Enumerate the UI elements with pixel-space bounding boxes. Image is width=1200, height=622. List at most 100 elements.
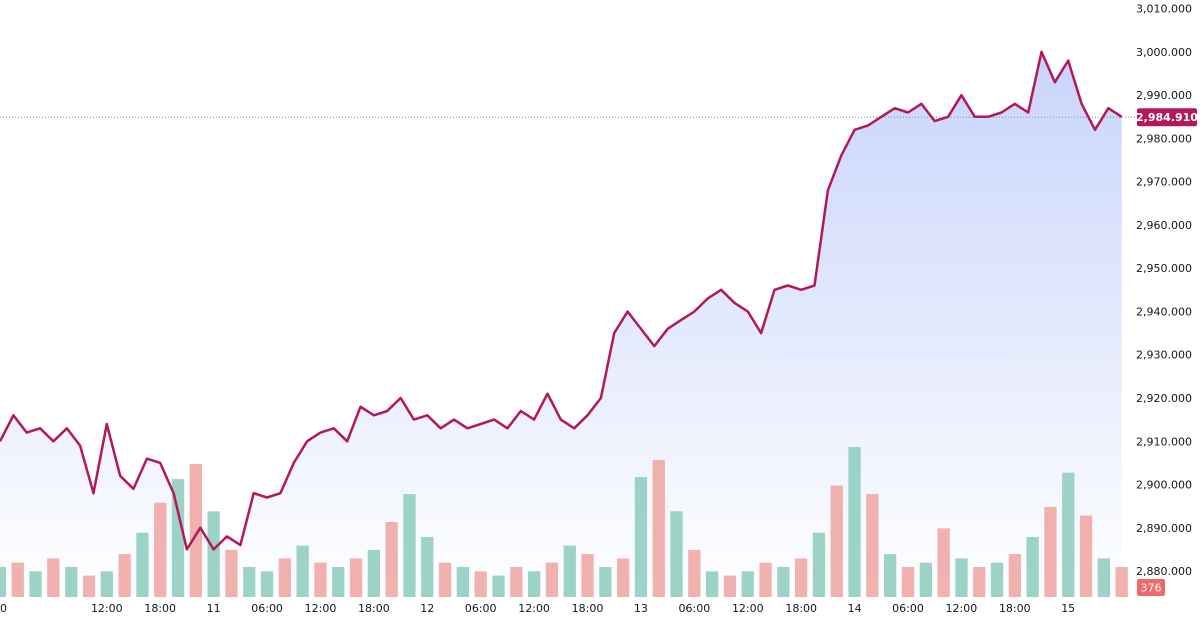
volume-bar (296, 545, 309, 597)
y-tick-label: 2,890.000 (1136, 522, 1192, 535)
volume-bar (955, 558, 968, 597)
y-tick-label: 2,900.000 (1136, 479, 1192, 492)
price-axis[interactable]: 3,010.000 3,000.000 2,990.000 2,980.000 2,97… (1136, 3, 1192, 578)
volume-bar (652, 459, 665, 597)
volume-bar (723, 575, 737, 597)
volume-bar (688, 549, 701, 597)
volume-bar (47, 558, 60, 597)
x-tick-label: 12:00 (305, 602, 337, 615)
volume-bar (866, 494, 879, 597)
price-area-layer (0, 51, 1122, 597)
volume-bar (278, 558, 291, 597)
volume-bar (1097, 558, 1110, 597)
x-tick-label: 12:00 (946, 602, 978, 615)
volume-bar (563, 545, 576, 597)
x-tick-label: 13 (634, 602, 648, 615)
volume-bar (136, 532, 149, 597)
volume-bar (118, 554, 131, 597)
volume-bar (937, 528, 950, 597)
volume-bar (741, 571, 754, 597)
y-tick-label: 2,910.000 (1136, 435, 1192, 448)
x-tick-label: 06:00 (465, 602, 497, 615)
x-tick-label: 06:00 (251, 602, 283, 615)
y-tick-label: 2,920.000 (1136, 392, 1192, 405)
x-tick-label: 14 (848, 602, 862, 615)
time-axis[interactable]: 0 12:00 18:00 11 06:00 12:00 18:00 12 06:00 12:00… (0, 602, 1075, 615)
volume-bar (492, 575, 505, 597)
volume-bar (474, 571, 487, 597)
volume-bar (919, 562, 932, 597)
volume-bar (759, 562, 772, 597)
volume-bar (421, 537, 434, 597)
x-tick-label: 12:00 (732, 602, 764, 615)
x-tick-label: 18:00 (572, 602, 604, 615)
volume-bar (1008, 554, 1021, 597)
x-tick-label: 18:00 (785, 602, 817, 615)
volume-bar (812, 532, 826, 597)
y-tick-label: 2,930.000 (1136, 349, 1192, 362)
volume-bar (82, 575, 96, 597)
x-tick-label: 12:00 (91, 602, 123, 615)
volume-bar (243, 567, 256, 597)
x-tick-label: 18:00 (358, 602, 390, 615)
y-tick-label: 2,970.000 (1136, 176, 1192, 189)
volume-bar (795, 558, 808, 597)
volume-bar (225, 549, 238, 597)
volume-bar (367, 549, 380, 597)
y-tick-label: 2,960.000 (1136, 219, 1192, 232)
volume-bar (581, 554, 594, 597)
volume-bar (1079, 515, 1093, 597)
x-tick-label: 11 (207, 602, 221, 615)
volume-bar (260, 571, 274, 597)
volume-bar (403, 494, 416, 597)
volume-bar (438, 562, 452, 597)
volume-bar (1044, 507, 1057, 597)
volume-bar (777, 567, 790, 597)
volume-bar (332, 567, 345, 597)
volume-bar (65, 567, 78, 597)
volume-bar (349, 558, 363, 597)
volume-bar (189, 464, 202, 597)
volume-tag: 376 (1137, 579, 1165, 596)
volume-tag-bg (1137, 579, 1165, 596)
volume-bar (1026, 537, 1039, 597)
volume-bar (528, 571, 541, 597)
volume-bar (0, 567, 7, 597)
last-price-tag-bg (1137, 108, 1197, 127)
volume-bar (973, 567, 986, 597)
volume-bar (670, 511, 683, 597)
y-tick-label: 3,000.000 (1136, 46, 1192, 59)
y-tick-label: 2,980.000 (1136, 132, 1192, 145)
volume-bar (545, 562, 559, 597)
volume-bar (599, 567, 612, 597)
price-area-fill (0, 51, 1122, 597)
volume-bar (456, 567, 469, 597)
volume-bar (1062, 472, 1075, 597)
volume-bar (171, 479, 185, 597)
x-tick-label: 06:00 (679, 602, 711, 615)
volume-bar (990, 562, 1004, 597)
x-tick-label: 12:00 (518, 602, 550, 615)
volume-bar (510, 567, 523, 597)
volume-bar (901, 567, 915, 597)
y-tick-label: 2,940.000 (1136, 306, 1192, 319)
volume-bar (385, 522, 398, 597)
volume-bars-layer (0, 447, 1128, 597)
volume-bar (154, 502, 167, 597)
x-tick-label: 18:00 (999, 602, 1031, 615)
volume-bar (884, 554, 897, 597)
volume-bar (207, 511, 220, 597)
volume-bar (100, 571, 113, 597)
volume-bar (848, 447, 861, 597)
price-series-line (0, 50, 1123, 551)
x-tick-label: 18:00 (144, 602, 176, 615)
volume-bar (29, 571, 42, 597)
last-price-tag-label: 2,984.910 (1136, 111, 1198, 124)
volume-bar (1115, 567, 1128, 597)
x-tick-label: 06:00 (892, 602, 924, 615)
x-tick-label: 12 (420, 602, 434, 615)
volume-tag-label: 376 (1141, 582, 1162, 595)
last-price-tag: 2,984.910 (1136, 108, 1198, 127)
y-tick-label: 2,950.000 (1136, 262, 1192, 275)
